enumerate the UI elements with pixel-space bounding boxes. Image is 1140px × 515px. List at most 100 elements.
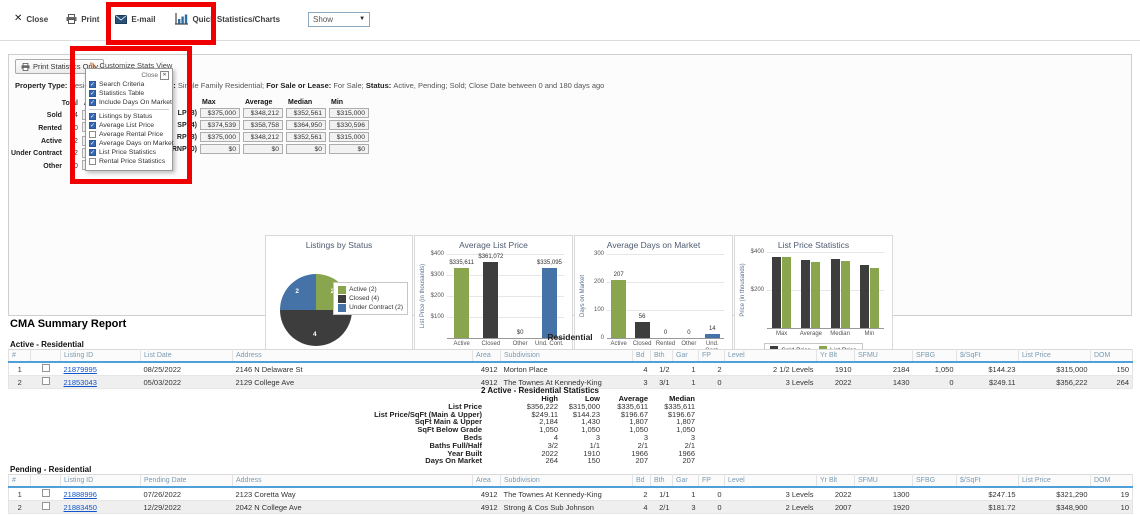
checkbox-unchecked-icon[interactable] xyxy=(89,131,96,138)
popup-divider xyxy=(89,109,169,110)
close-button[interactable]: ✕ Close xyxy=(14,14,48,24)
status-label: Active xyxy=(40,137,62,145)
category-label: Active xyxy=(610,341,627,347)
column-header: Address xyxy=(232,474,473,488)
stats-value: 1966 xyxy=(631,448,648,458)
column-header xyxy=(30,349,61,363)
status-total-value: 2 xyxy=(74,149,78,157)
bar-Und. Cont. xyxy=(541,267,557,338)
gridline xyxy=(607,254,724,255)
stats-row-label: SqFt Main & Upper xyxy=(414,417,482,427)
table-row: 1 21879995 08/25/2022 2146 N Delaware St 491… xyxy=(8,362,1133,376)
bar-value-label: $335,095 xyxy=(536,259,562,266)
stats-value: 1,430 xyxy=(581,417,600,427)
checkbox-checked-icon[interactable]: ✓ xyxy=(89,122,96,129)
chart-average-list-price: Average List Price $400 $300 $200 $100 List P… xyxy=(414,235,573,362)
popup-option-label: List Price Statistics xyxy=(99,149,157,156)
price-stats-value: $358,758 xyxy=(243,120,283,130)
y-tick-label: $300 xyxy=(430,272,444,278)
active-residential-title: Active - Residential xyxy=(10,340,84,349)
row-checkbox[interactable] xyxy=(41,364,50,372)
popup-option-row[interactable]: ✓ Listings by Status xyxy=(89,112,169,121)
listing-id-link[interactable]: 21879995 xyxy=(63,364,97,374)
checkbox-checked-icon[interactable]: ✓ xyxy=(89,90,96,97)
column-header: Pending Date xyxy=(140,474,233,488)
checkbox-checked-icon[interactable]: ✓ xyxy=(89,113,96,120)
row-checkbox[interactable] xyxy=(41,502,50,510)
column-header: # xyxy=(8,349,31,363)
stats-value: 2/1 xyxy=(684,440,695,450)
popup-option-row[interactable]: ✓ Average List Price xyxy=(89,121,169,130)
bar-Max-Sold Price xyxy=(772,256,782,328)
checkbox-checked-icon[interactable]: ✓ xyxy=(89,99,96,106)
customize-stats-view-button[interactable]: ✎ Customize Stats View xyxy=(89,61,172,70)
popup-option-row[interactable]: ✓ List Price Statistics xyxy=(89,148,169,157)
column-header: Yr Blt xyxy=(816,349,855,363)
gridline xyxy=(447,296,564,297)
email-button[interactable]: E-mail xyxy=(115,14,156,24)
listing-id-link[interactable]: 21853043 xyxy=(63,377,97,387)
email-label: E-mail xyxy=(131,14,156,24)
stats-value: $144.23 xyxy=(572,409,600,419)
show-select[interactable]: Show ▼ xyxy=(308,11,371,27)
quick-statistics-button[interactable]: Quick Statistics/Charts xyxy=(175,13,280,25)
stats-value: 1,050 xyxy=(629,425,648,435)
popup-option-label: Rental Price Statistics xyxy=(99,158,166,165)
listing-id-link[interactable]: 21883450 xyxy=(63,502,97,512)
category-label: Max xyxy=(775,331,788,337)
stats-value: 3 xyxy=(690,432,695,442)
stats-value: 1/1 xyxy=(589,440,600,450)
row-checkbox[interactable] xyxy=(41,489,50,497)
bar-Und. Cont. xyxy=(704,334,720,338)
popup-close-label: Close xyxy=(141,72,158,79)
checkbox-checked-icon[interactable]: ✓ xyxy=(89,140,96,147)
price-stats-value: $352,561 xyxy=(286,132,326,142)
bar-chart-icon xyxy=(175,13,189,25)
bar-Average-Sold Price xyxy=(801,259,811,328)
popup-option-row[interactable]: ✓ Search Criteria xyxy=(89,80,169,89)
print-statistics-only-label: Print Statistics Only xyxy=(33,62,99,71)
stats-row: List Price $356,222 $315,000 $335,611 $335,6… xyxy=(250,402,697,411)
bar-Median-Sold Price xyxy=(830,258,840,328)
print-statistics-only-button[interactable]: Print Statistics Only xyxy=(15,59,105,74)
checkbox-checked-icon[interactable]: ✓ xyxy=(89,149,96,156)
popup-option-row[interactable]: ✓ Include Days On Market xyxy=(89,98,172,107)
y-axis-title: List Price (in thousands) xyxy=(420,263,426,329)
listing-id-link[interactable]: 21888996 xyxy=(63,489,97,499)
column-header: Listing ID xyxy=(60,349,141,363)
column-header: $/SqFt xyxy=(956,349,1019,363)
stats-row-label: Days On Market xyxy=(425,456,482,466)
status-total-value: 2 xyxy=(74,137,78,145)
price-stats-label: RNP (0) xyxy=(171,145,197,153)
pie-slice-label: 4 xyxy=(313,331,317,338)
popup-option-label: Search Criteria xyxy=(99,81,145,88)
popup-option-row[interactable]: Average Rental Price xyxy=(89,130,169,139)
chart-title: Average List Price xyxy=(459,240,528,250)
close-box-icon: ✕ xyxy=(160,71,169,80)
popup-option-row[interactable]: Rental Price Statistics xyxy=(89,157,169,166)
stats-value: 1,050 xyxy=(676,425,695,435)
popup-option-row[interactable]: ✓ Average Days on Market xyxy=(89,139,174,148)
y-tick-label: $200 xyxy=(750,287,764,293)
popup-option-row[interactable]: ✓ Statistics Table xyxy=(89,89,169,98)
legend-swatch xyxy=(338,294,347,303)
category-label: Average xyxy=(799,331,822,337)
bar-Average-List Price xyxy=(811,261,821,328)
y-tick-label: 100 xyxy=(593,307,604,313)
category-label: Rented xyxy=(655,341,676,347)
legend-swatch xyxy=(338,303,347,312)
price-statistics-table: Max Average Median Min LP (8) $375,000 $348,21… xyxy=(159,99,372,156)
checkbox-checked-icon[interactable]: ✓ xyxy=(89,81,96,88)
row-checkbox[interactable] xyxy=(41,377,50,385)
column-header: FP xyxy=(698,474,725,488)
column-header: Subdivision xyxy=(500,349,633,363)
stats-header-row: High Low Average Median xyxy=(250,395,697,403)
stats-row-label: SqFt Below Grade xyxy=(417,425,482,435)
popup-close-button[interactable]: Close ✕ xyxy=(89,71,169,80)
status-label: Rented xyxy=(38,124,62,132)
stats-row: Beds 4 3 3 3 xyxy=(250,434,697,442)
checkbox-unchecked-icon[interactable] xyxy=(89,158,96,165)
chart-legend: Active (2) Closed (4) Under Contract (2) xyxy=(333,282,408,315)
print-button[interactable]: Print xyxy=(66,14,99,24)
stats-column-header: High xyxy=(541,394,558,403)
